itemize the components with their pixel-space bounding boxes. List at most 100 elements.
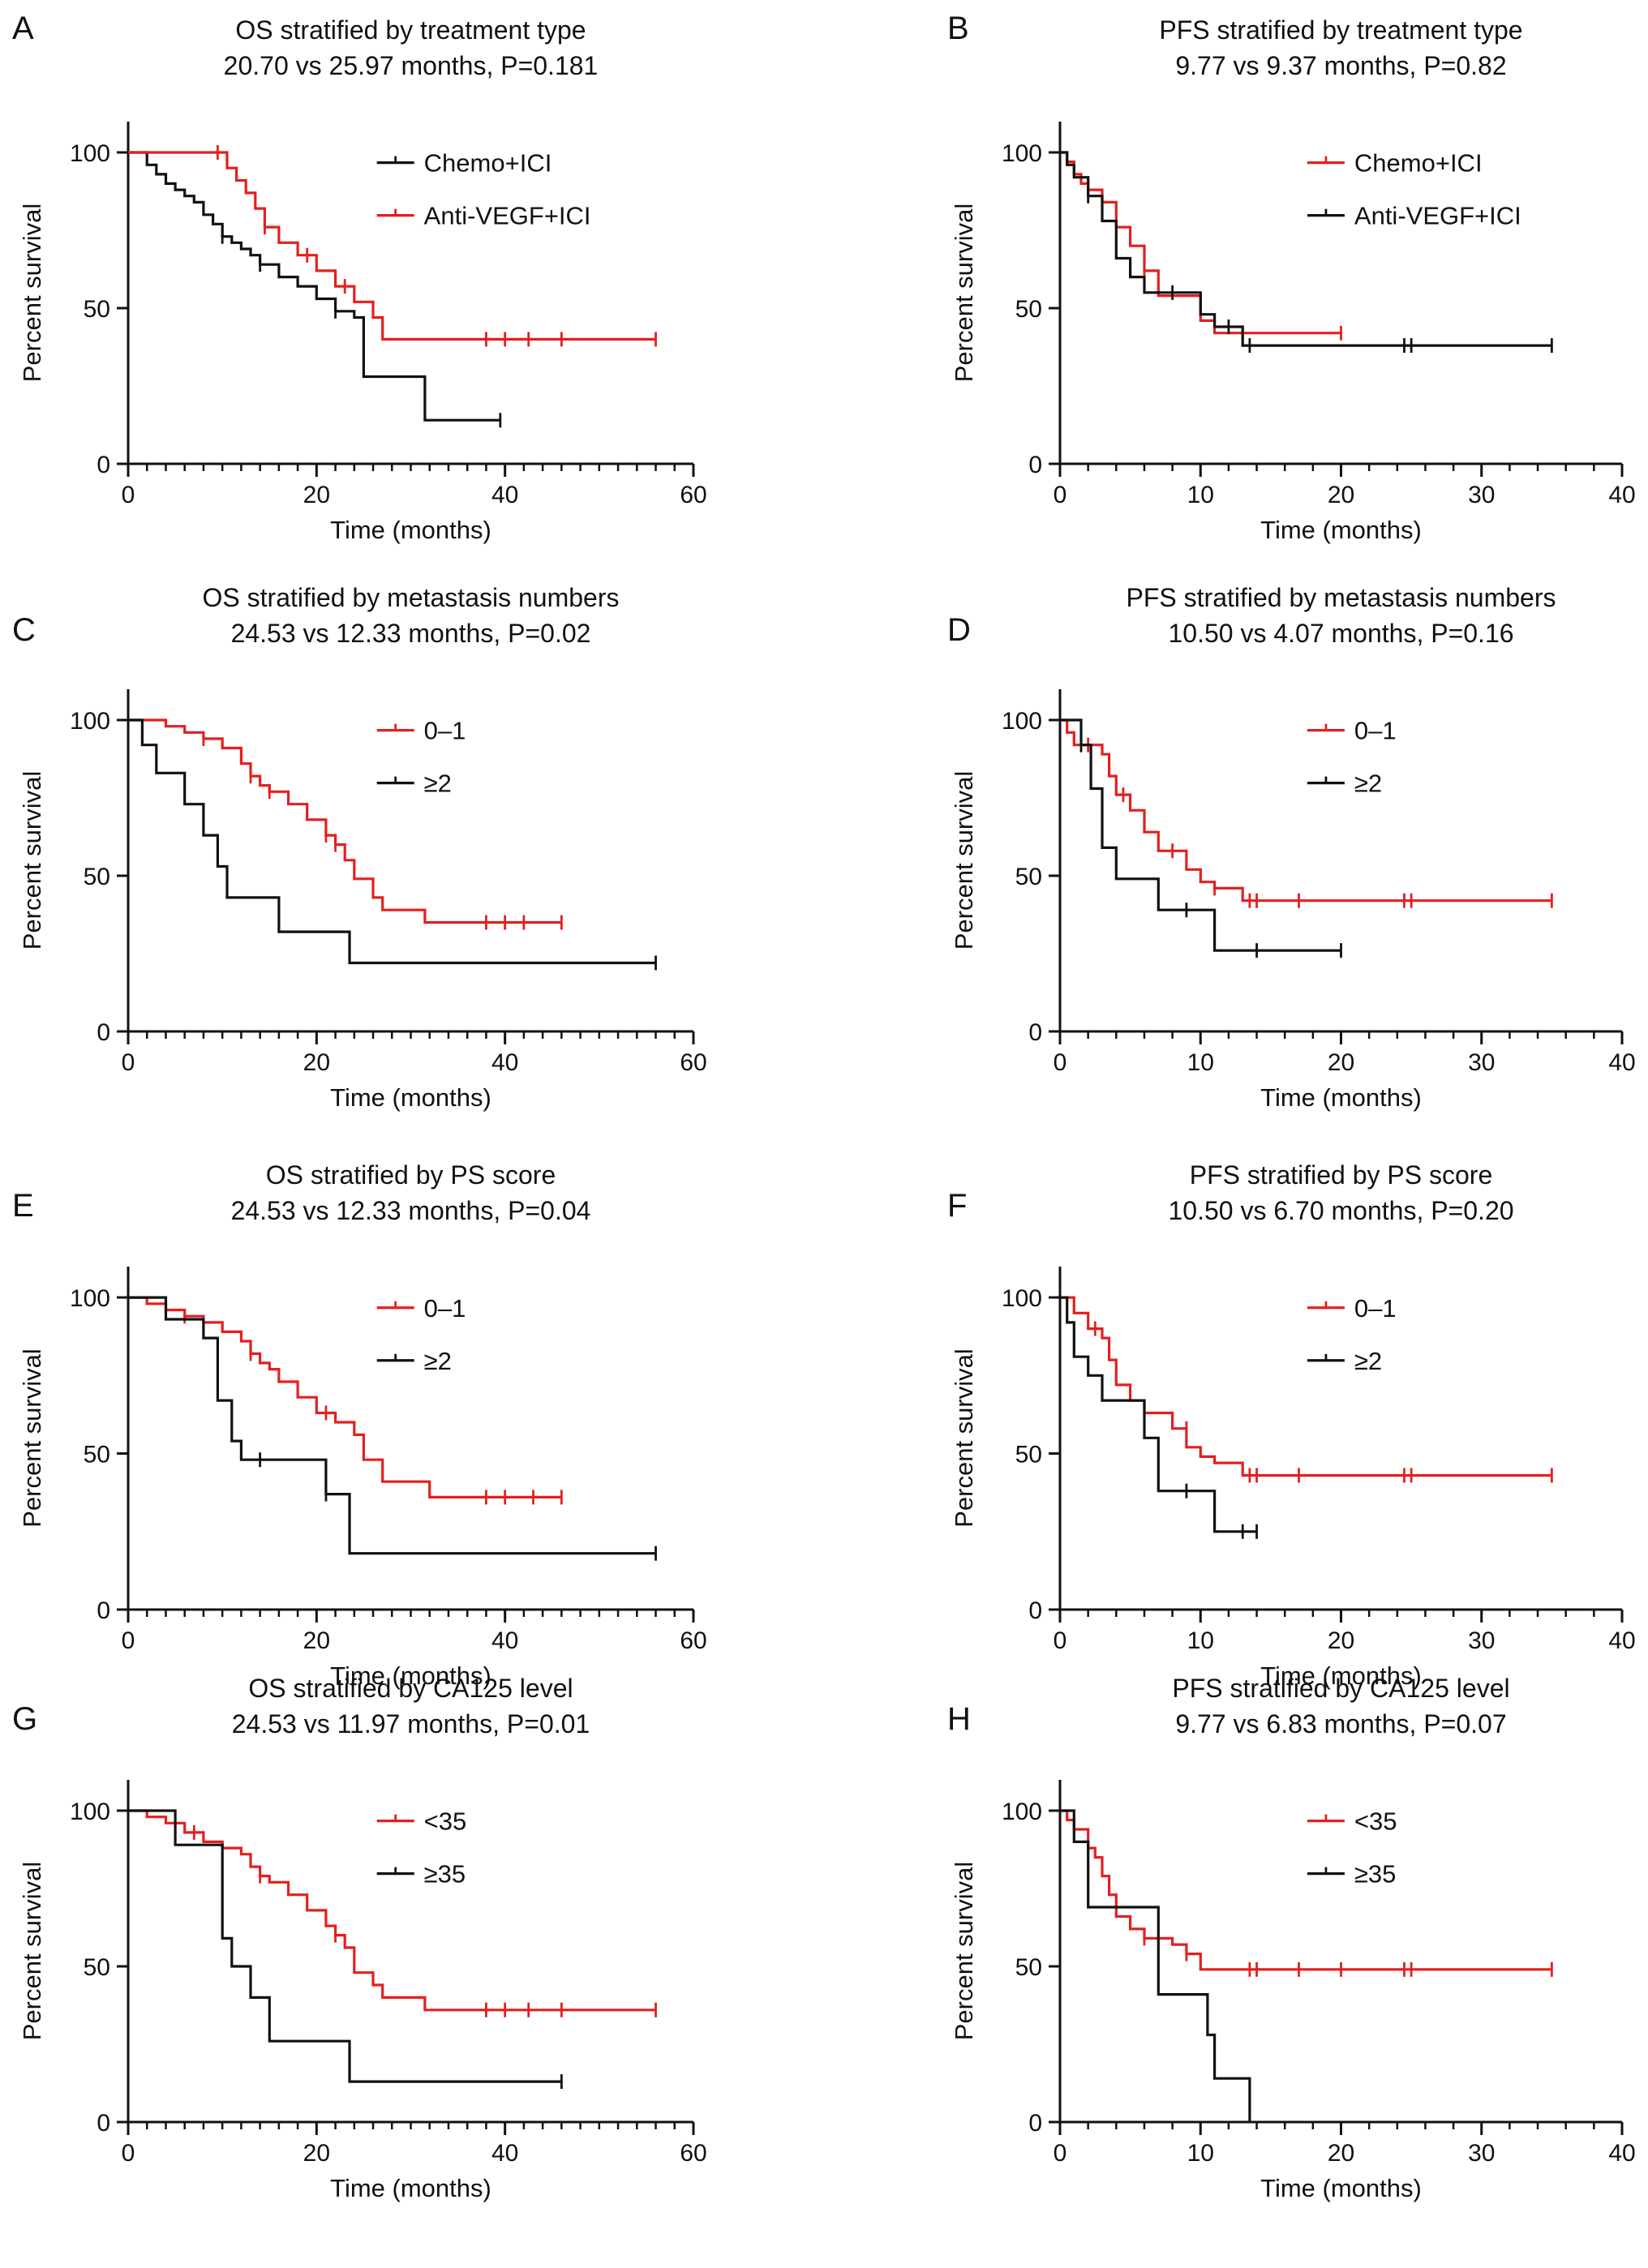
- x-tick-label: 60: [680, 2140, 706, 2167]
- chart-title: OS stratified by metastasis numbers: [203, 583, 620, 612]
- panel-letter: F: [947, 1188, 967, 1224]
- survival-curve-black: [1060, 1296, 1257, 1533]
- chart-subtitle: 24.53 vs 11.97 months, P=0.01: [232, 1709, 590, 1739]
- x-tick-label: 10: [1187, 482, 1214, 508]
- legend-label: ≥2: [1354, 1347, 1382, 1375]
- survival-curve-red: [1060, 718, 1552, 902]
- panel-letter: B: [947, 11, 969, 46]
- legend-label: 0–1: [1354, 1294, 1397, 1323]
- x-axis-label: Time (months): [330, 516, 491, 544]
- x-tick-label: 30: [1468, 1627, 1495, 1654]
- panel-letter: C: [12, 612, 36, 648]
- x-tick-label: 60: [680, 1049, 706, 1076]
- y-tick-label: 100: [1002, 140, 1042, 167]
- x-tick-label: 20: [1328, 2140, 1354, 2167]
- legend-label: ≥2: [1354, 770, 1382, 798]
- x-tick-label: 20: [303, 482, 330, 508]
- y-tick-label: 50: [1015, 1954, 1042, 1981]
- x-tick-label: 60: [680, 1627, 706, 1654]
- x-tick-label: 20: [1328, 1627, 1354, 1654]
- x-tick-label: 10: [1187, 1049, 1214, 1076]
- chart-subtitle: 20.70 vs 25.97 months, P=0.181: [224, 51, 599, 80]
- y-tick-label: 50: [84, 296, 110, 323]
- panel-a: A OS stratified by treatment type 20.70 vs…: [12, 11, 707, 544]
- y-axis-label: Percent survival: [950, 771, 978, 950]
- x-tick-label: 0: [122, 2140, 135, 2167]
- x-tick-label: 40: [1608, 1049, 1635, 1076]
- y-axis-label: Percent survival: [950, 1348, 978, 1528]
- chart-subtitle: 9.77 vs 9.37 months, P=0.82: [1175, 51, 1506, 80]
- x-tick-label: 10: [1187, 1627, 1214, 1654]
- x-tick-label: 40: [1608, 1627, 1635, 1654]
- x-tick-label: 0: [122, 1627, 135, 1654]
- legend-label: ≥2: [424, 1347, 452, 1375]
- y-tick-label: 0: [1028, 1019, 1042, 1046]
- survival-curve-red: [128, 1809, 656, 2012]
- x-tick-label: 0: [1054, 1049, 1067, 1076]
- x-tick-label: 20: [1328, 1049, 1354, 1076]
- survival-curve-black: [128, 718, 656, 965]
- survival-curve-black: [128, 1809, 562, 2083]
- x-tick-label: 10: [1187, 2140, 1214, 2167]
- y-axis-label: Percent survival: [18, 1862, 46, 2041]
- y-tick-label: 50: [84, 1954, 110, 1981]
- legend-label: ≥35: [1354, 1860, 1397, 1889]
- x-tick-label: 40: [491, 1627, 518, 1654]
- y-tick-label: 100: [70, 140, 110, 167]
- y-tick-label: 50: [84, 864, 110, 890]
- y-axis-label: Percent survival: [950, 204, 978, 383]
- panel-letter: H: [947, 1701, 971, 1737]
- survival-curve-black: [128, 151, 500, 422]
- survival-curve-red: [1060, 1809, 1552, 1971]
- chart-title: PFS stratified by CA125 level: [1172, 1674, 1509, 1703]
- x-tick-label: 20: [303, 2140, 330, 2167]
- survival-curve-black: [1060, 1809, 1251, 2122]
- x-axis-label: Time (months): [330, 1661, 491, 1690]
- survival-curve-red: [1060, 1296, 1552, 1477]
- legend-label: 0–1: [424, 1294, 466, 1323]
- legend-label: 0–1: [1354, 717, 1397, 745]
- legend-label: 0–1: [424, 717, 466, 745]
- panel-c: C OS stratified by metastasis numbers 24.5…: [12, 583, 707, 1112]
- y-tick-label: 100: [1002, 708, 1042, 735]
- y-tick-label: 100: [1002, 1799, 1042, 1825]
- x-axis-label: Time (months): [330, 1083, 491, 1112]
- legend-label: <35: [424, 1807, 467, 1836]
- y-tick-label: 0: [1028, 1597, 1042, 1624]
- legend-label: Chemo+ICI: [424, 149, 552, 178]
- chart-title: PFS stratified by metastasis numbers: [1127, 583, 1556, 612]
- x-tick-label: 20: [1328, 482, 1354, 508]
- x-tick-label: 20: [303, 1049, 330, 1076]
- x-tick-label: 0: [122, 482, 135, 508]
- y-tick-label: 100: [70, 708, 110, 735]
- y-tick-label: 100: [1002, 1285, 1042, 1312]
- panel-g: G OS stratified by CA125 level 24.53 vs 11…: [12, 1674, 707, 2202]
- chart-title: PFS stratified by treatment type: [1159, 15, 1522, 45]
- y-tick-label: 0: [97, 1019, 110, 1046]
- chart-title: OS stratified by CA125 level: [248, 1674, 573, 1703]
- x-tick-label: 40: [491, 1049, 518, 1076]
- y-tick-label: 0: [1028, 2110, 1042, 2137]
- panel-e: E OS stratified by PS score 24.53 vs 12.33…: [12, 1160, 707, 1690]
- y-axis-label: Percent survival: [18, 1348, 46, 1528]
- panel-h: H PFS stratified by CA125 level 9.77 vs 6.…: [947, 1674, 1636, 2202]
- legend-label: Anti-VEGF+ICI: [424, 202, 591, 230]
- survival-curve-red: [128, 151, 656, 341]
- x-axis-label: Time (months): [1260, 516, 1422, 544]
- y-tick-label: 100: [70, 1285, 110, 1312]
- survival-curve-red: [128, 1296, 562, 1498]
- x-tick-label: 20: [303, 1627, 330, 1654]
- x-tick-label: 40: [1608, 2140, 1635, 2167]
- legend-label: ≥35: [424, 1860, 466, 1889]
- x-axis-label: Time (months): [1260, 1661, 1422, 1690]
- survival-curve-black: [1060, 151, 1552, 347]
- x-axis-label: Time (months): [1260, 1083, 1422, 1112]
- y-axis-label: Percent survival: [950, 1862, 978, 2041]
- chart-subtitle: 10.50 vs 4.07 months, P=0.16: [1168, 619, 1513, 648]
- x-tick-label: 0: [1054, 2140, 1067, 2167]
- panel-d: D PFS stratified by metastasis numbers 10.…: [947, 583, 1636, 1112]
- panel-f: F PFS stratified by PS score 10.50 vs 6.70…: [947, 1160, 1636, 1690]
- legend-label: Chemo+ICI: [1354, 149, 1483, 178]
- legend-label: ≥2: [424, 770, 452, 798]
